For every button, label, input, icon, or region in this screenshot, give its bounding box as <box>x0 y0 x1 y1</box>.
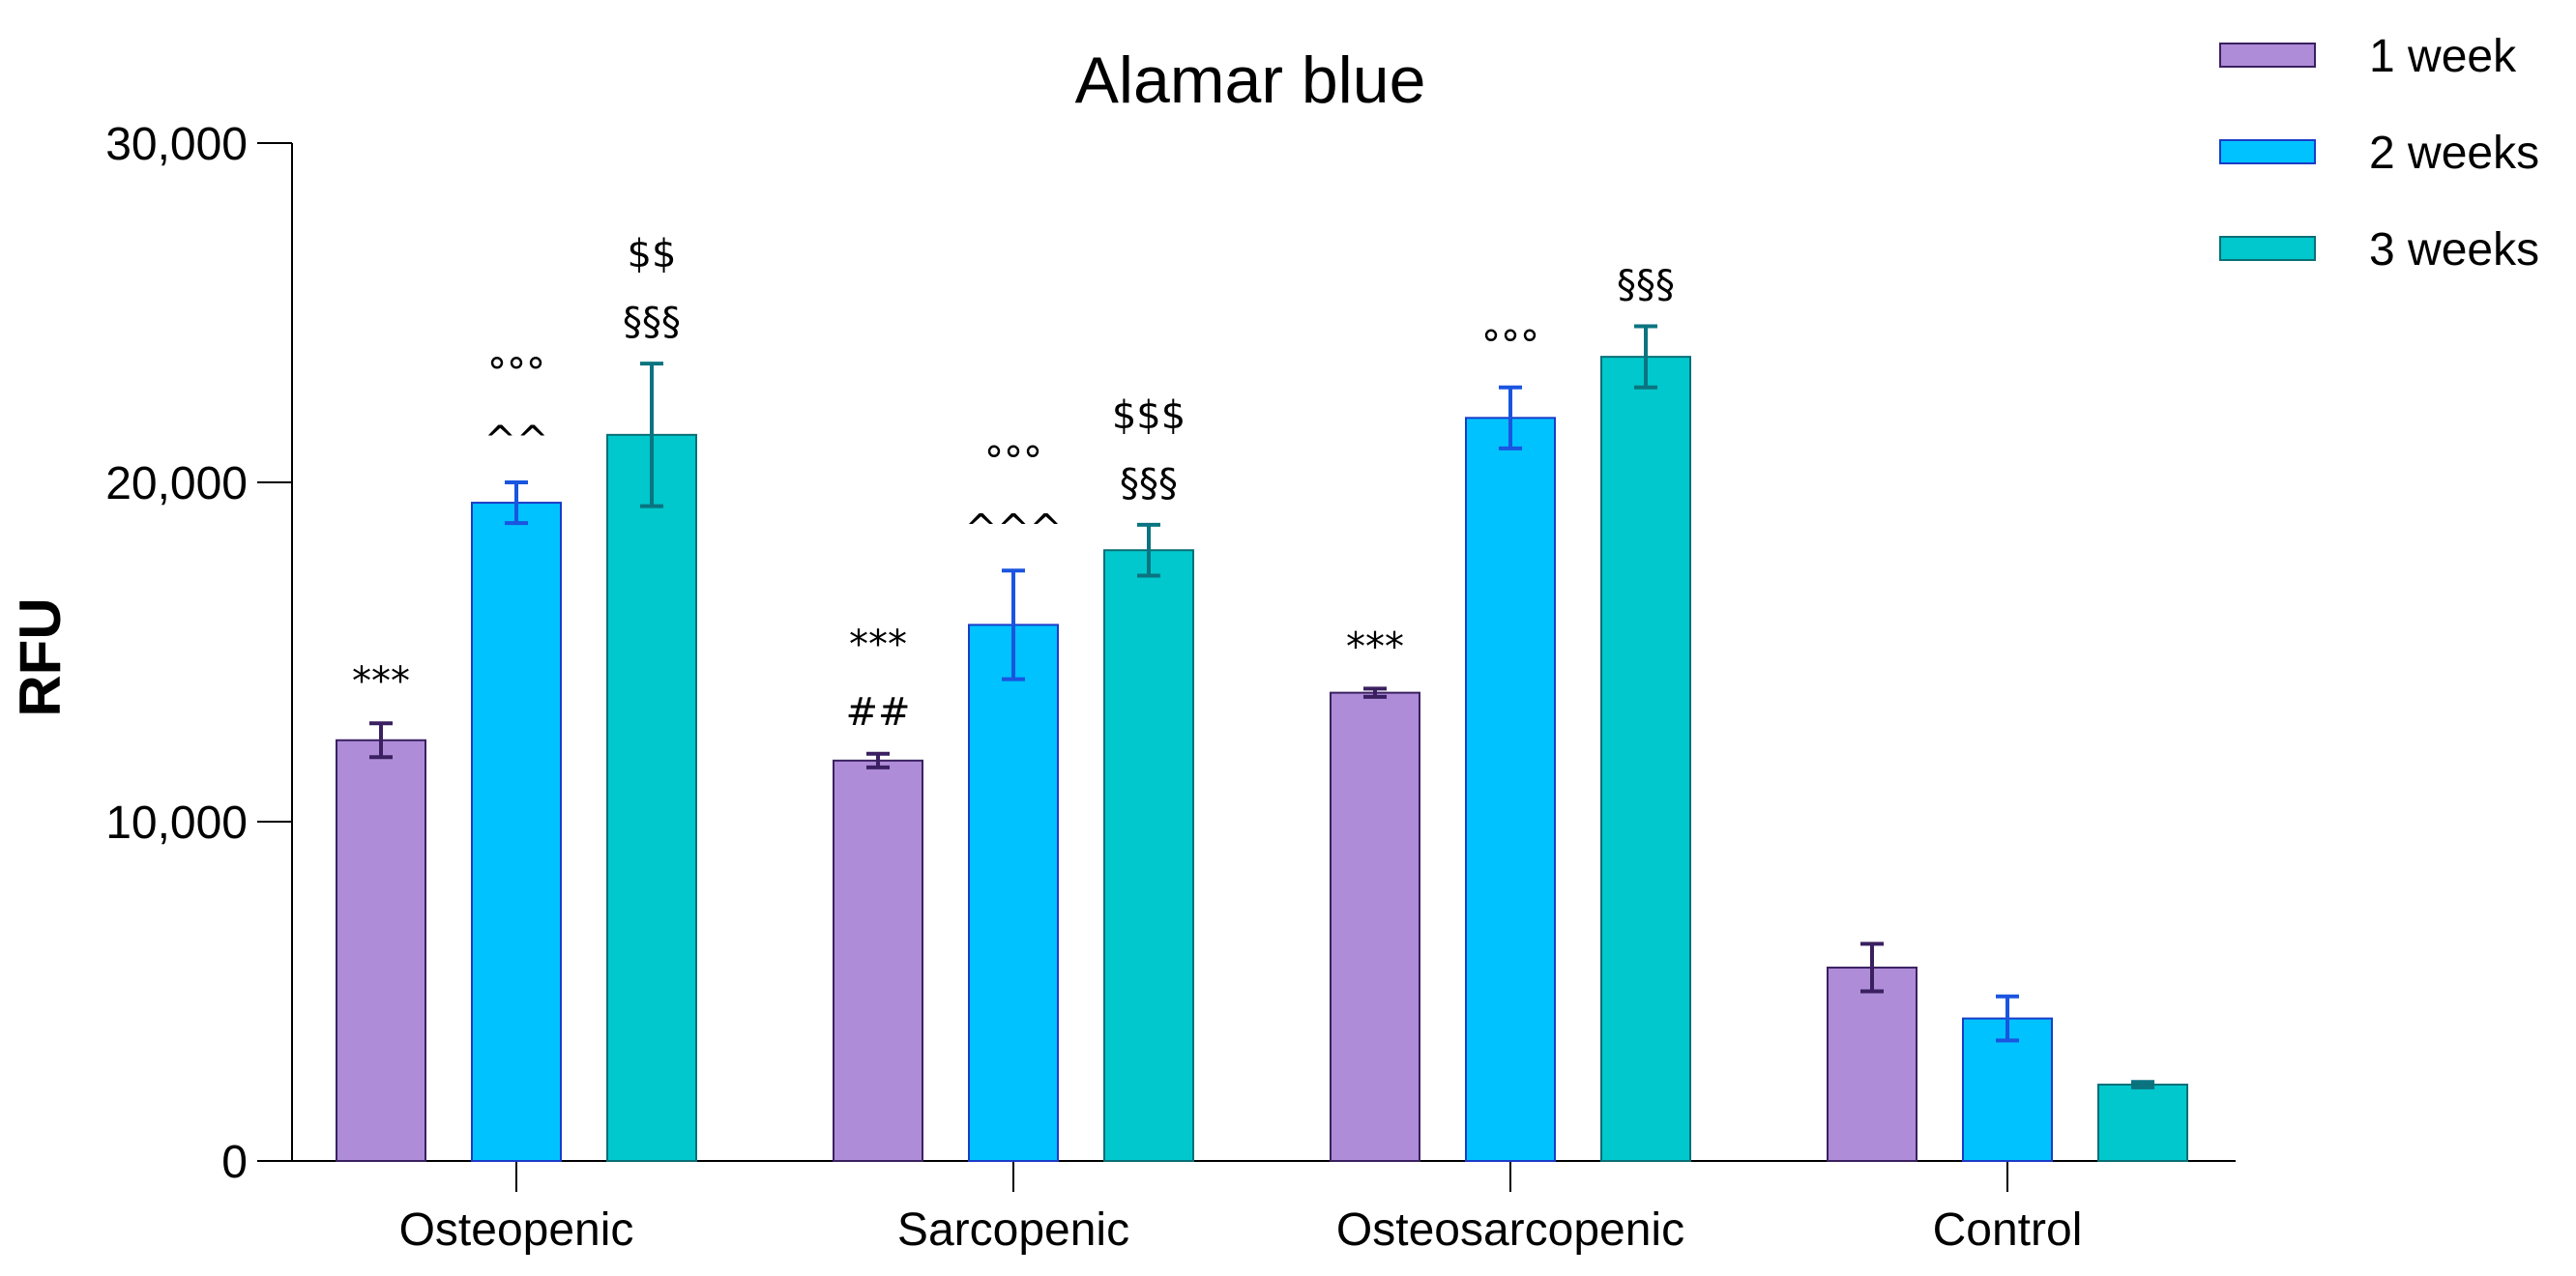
bar <box>606 433 697 1162</box>
bar <box>2097 1084 2188 1163</box>
significance-mark: §§§ <box>623 300 681 344</box>
bar <box>1600 356 1691 1162</box>
y-tick-label: 0 <box>221 1137 248 1188</box>
chart-title: Alamar blue <box>1075 44 1426 117</box>
legend-label: 2 weeks <box>2369 128 2539 179</box>
significance-mark: °°° <box>984 439 1042 483</box>
legend-label: 3 weeks <box>2369 224 2539 276</box>
significance-mark: §§§ <box>1120 461 1178 506</box>
significance-mark: *** <box>849 623 907 667</box>
significance-mark: *** <box>352 659 410 704</box>
y-tick-label: 30,000 <box>105 119 248 170</box>
significance-mark: °°° <box>487 351 545 395</box>
y-axis-label: RFU <box>8 597 73 716</box>
axes: 0 10,000 20,000 30,000 Osteopenic Sarcopenic O… <box>105 119 2236 1256</box>
bar <box>968 624 1059 1162</box>
significance-mark: °°° <box>1481 324 1539 368</box>
legend-swatch <box>2219 43 2316 68</box>
significance-mark: $$ <box>628 232 677 276</box>
significance-mark: ^^ <box>483 419 548 463</box>
bar <box>833 759 923 1162</box>
bar <box>471 502 562 1162</box>
x-tick-label: Control <box>1933 1204 2083 1256</box>
bars <box>336 356 2188 1163</box>
legend-swatch <box>2219 139 2316 164</box>
bar <box>1465 417 1556 1162</box>
legend-label: 1 week <box>2369 31 2517 82</box>
significance-mark: $$$ <box>1112 393 1186 438</box>
x-tick-label: Osteopenic <box>399 1204 634 1256</box>
error-bars <box>369 324 2154 1089</box>
significance-mark: §§§ <box>1617 263 1675 307</box>
x-tick-label: Osteosarcopenic <box>1336 1204 1684 1256</box>
significance-mark: ^^^ <box>965 507 1063 551</box>
y-tick-label: 20,000 <box>105 458 248 509</box>
bar <box>1827 966 1917 1162</box>
x-tick-label: Sarcopenic <box>897 1204 1129 1256</box>
bar <box>1330 691 1420 1162</box>
annotations: *** *** ## *** °°° ^^ °°° ^^^ °°° $$ §§§ $$$ §§§ §§§ <box>352 232 1675 735</box>
significance-mark: *** <box>1346 624 1404 669</box>
y-tick-label: 10,000 <box>105 798 248 849</box>
legend-swatch <box>2219 236 2316 261</box>
significance-mark: ## <box>845 690 910 735</box>
bar <box>336 739 426 1162</box>
legend: 1 week 2 weeks 3 weeks <box>2219 31 2539 276</box>
bar <box>1103 549 1194 1162</box>
